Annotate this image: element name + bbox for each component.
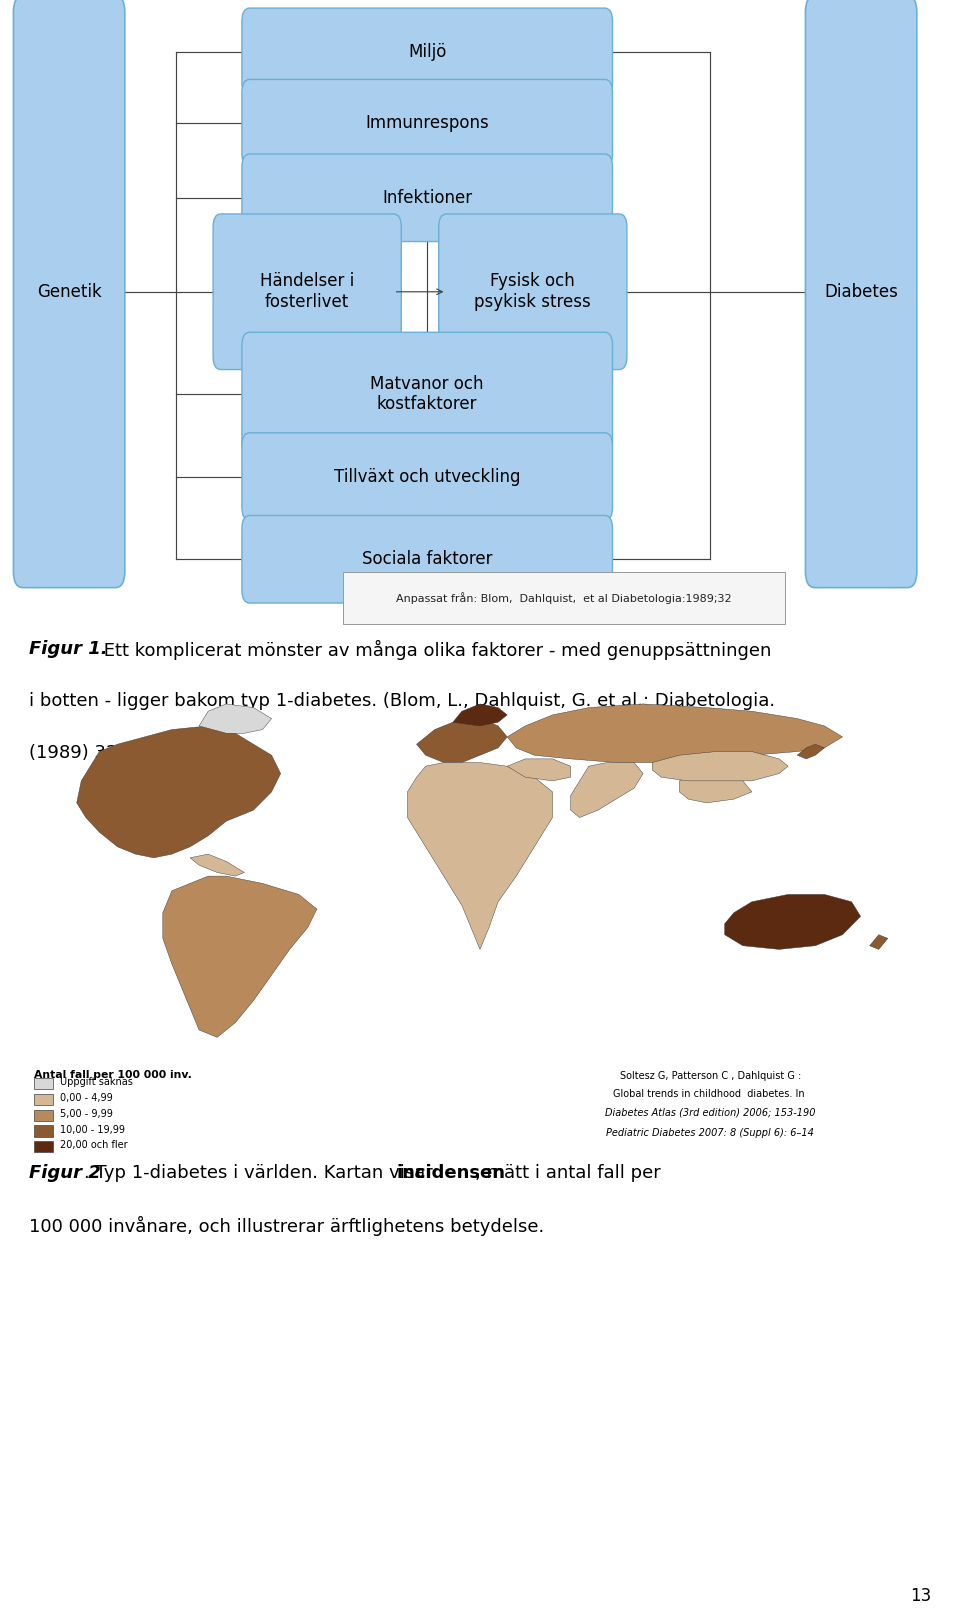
FancyBboxPatch shape — [242, 8, 612, 96]
Text: Figur 1.: Figur 1. — [29, 640, 108, 658]
Bar — [34, 1109, 54, 1120]
Polygon shape — [199, 704, 272, 733]
Text: Infektioner: Infektioner — [382, 188, 472, 207]
Text: Fysisk och
psykisk stress: Fysisk och psykisk stress — [474, 272, 591, 311]
Text: Uppgift saknas: Uppgift saknas — [60, 1078, 132, 1088]
Text: Tillväxt och utveckling: Tillväxt och utveckling — [334, 467, 520, 486]
Text: 5,00 - 9,99: 5,00 - 9,99 — [60, 1109, 113, 1118]
FancyBboxPatch shape — [343, 572, 785, 624]
FancyBboxPatch shape — [805, 0, 917, 588]
Text: Immunrespons: Immunrespons — [366, 113, 489, 133]
FancyBboxPatch shape — [439, 214, 627, 370]
Text: Global trends in childhood  diabetes. In: Global trends in childhood diabetes. In — [613, 1089, 807, 1099]
Text: Antal fall per 100 000 inv.: Antal fall per 100 000 inv. — [34, 1070, 191, 1080]
Polygon shape — [725, 895, 860, 950]
Bar — [34, 1125, 54, 1136]
Text: Diabetes Atlas (3rd edition) 2006; 153-190: Diabetes Atlas (3rd edition) 2006; 153-1… — [605, 1107, 816, 1118]
Polygon shape — [163, 875, 317, 1037]
Text: Sociala faktorer: Sociala faktorer — [362, 550, 492, 569]
Polygon shape — [680, 773, 752, 802]
Polygon shape — [797, 744, 825, 759]
Text: Figur 2: Figur 2 — [29, 1164, 101, 1182]
FancyBboxPatch shape — [242, 433, 612, 520]
Text: Soltesz G, Patterson C , Dahlquist G :: Soltesz G, Patterson C , Dahlquist G : — [620, 1071, 801, 1081]
Polygon shape — [407, 762, 553, 950]
Polygon shape — [77, 726, 280, 858]
Text: i botten - ligger bakom typ 1-diabetes. (Blom, L., Dahlquist, G. et al.; Diabeto: i botten - ligger bakom typ 1-diabetes. … — [29, 692, 775, 710]
Text: 20,00 och fler: 20,00 och fler — [60, 1141, 128, 1151]
FancyBboxPatch shape — [213, 214, 401, 370]
Text: 13: 13 — [910, 1587, 931, 1605]
Polygon shape — [507, 759, 570, 781]
Text: Ett komplicerat mönster av många olika faktorer - med genuppsättningen: Ett komplicerat mönster av många olika f… — [98, 640, 771, 660]
Text: . Typ 1-diabetes i världen. Kartan visar: . Typ 1-diabetes i världen. Kartan visar — [84, 1164, 439, 1182]
Bar — [34, 1141, 54, 1153]
Text: Händelser i
fosterlivet: Händelser i fosterlivet — [260, 272, 354, 311]
Text: Diabetes: Diabetes — [825, 282, 898, 302]
Polygon shape — [870, 935, 888, 950]
Text: incidensen: incidensen — [396, 1164, 506, 1182]
Bar — [34, 1094, 54, 1106]
FancyBboxPatch shape — [13, 0, 125, 588]
FancyBboxPatch shape — [242, 154, 612, 242]
Text: Pediatric Diabetes 2007: 8 (Suppl 6): 6–14: Pediatric Diabetes 2007: 8 (Suppl 6): 6–… — [607, 1128, 814, 1138]
Polygon shape — [507, 704, 843, 762]
Polygon shape — [453, 704, 507, 726]
Text: Anpassat från: Blom,  Dahlquist,  et al Diabetologia:1989;32: Anpassat från: Blom, Dahlquist, et al Di… — [396, 592, 732, 605]
FancyBboxPatch shape — [242, 515, 612, 603]
Polygon shape — [417, 718, 507, 762]
Text: , mätt i antal fall per: , mätt i antal fall per — [475, 1164, 660, 1182]
Polygon shape — [652, 752, 788, 781]
FancyBboxPatch shape — [242, 79, 612, 167]
Text: 0,00 - 4,99: 0,00 - 4,99 — [60, 1093, 112, 1104]
FancyBboxPatch shape — [242, 332, 612, 456]
Text: 100 000 invånare, och illustrerar ärftlighetens betydelse.: 100 000 invånare, och illustrerar ärftli… — [29, 1216, 544, 1235]
Text: 10,00 - 19,99: 10,00 - 19,99 — [60, 1125, 125, 1135]
Text: Matvanor och
kostfaktorer: Matvanor och kostfaktorer — [371, 374, 484, 413]
Polygon shape — [570, 762, 643, 817]
Bar — [34, 1078, 54, 1089]
Polygon shape — [190, 854, 245, 875]
Text: Genetik: Genetik — [36, 282, 102, 302]
Text: (1989) 32;1:7-13): (1989) 32;1:7-13) — [29, 744, 189, 762]
Text: Miljö: Miljö — [408, 42, 446, 62]
